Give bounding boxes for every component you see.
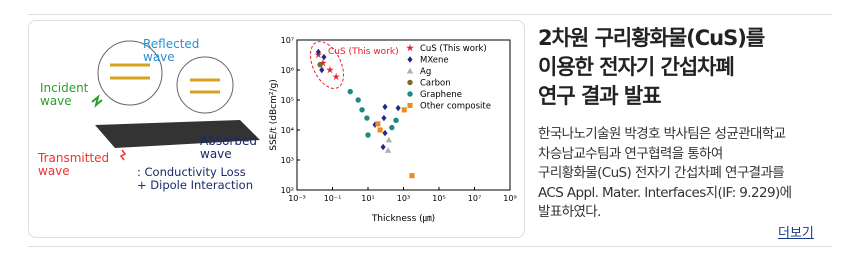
y-tick-label: 10²	[281, 186, 294, 195]
x-tick-label: 10⁻³	[288, 194, 306, 203]
data-point	[355, 97, 361, 103]
legend-label: Graphene	[420, 90, 462, 100]
data-point	[385, 136, 393, 143]
legend-marker	[407, 56, 413, 63]
data-point	[393, 117, 399, 124]
headline: 2차원 구리황화물(CuS)를	[538, 26, 765, 50]
data-point	[319, 58, 327, 67]
more-link[interactable]: 더보기	[778, 226, 814, 241]
bottom-rule	[28, 246, 832, 247]
figure-label: : Conductivity Loss	[137, 165, 246, 179]
plot-frame	[296, 39, 511, 191]
x-tick-label: 10¹	[361, 194, 374, 203]
annotation: CuS (This work)	[328, 47, 399, 57]
data-point	[395, 104, 401, 112]
legend-label: Ag	[420, 67, 431, 77]
data-point	[381, 114, 387, 122]
data-point	[409, 173, 415, 179]
legend-label: MXene	[420, 56, 449, 66]
data-point	[365, 132, 371, 138]
data-point	[319, 66, 325, 74]
legend-marker	[406, 67, 414, 74]
body-line: 한국나노기술원 박경호 박사팀은 성균관대학교	[538, 126, 786, 142]
top-rule	[28, 14, 832, 15]
data-point	[321, 53, 327, 61]
lattice	[110, 63, 220, 94]
x-tick-label: 10³	[397, 194, 410, 203]
zoom-circle	[97, 40, 163, 106]
data-point	[315, 48, 321, 56]
data-point	[347, 88, 353, 95]
data-point	[401, 107, 407, 113]
y-tick-label: 10⁷	[281, 36, 294, 45]
data-point	[389, 124, 395, 131]
headline: 연구 결과 발표	[538, 84, 662, 108]
data-point	[384, 147, 392, 153]
wave-icon	[119, 149, 127, 161]
legend-label: Carbon	[420, 79, 451, 89]
legend-label: CuS (This work)	[420, 44, 487, 54]
figure-label: + Dipole Interaction	[137, 178, 253, 192]
x-tick-label: 10⁵	[432, 194, 445, 203]
y-tick-label: 10⁴	[281, 126, 294, 135]
data-point	[382, 103, 388, 111]
body-line: 차승남교수팀과 연구협력을 통하여	[538, 145, 723, 162]
x-tick-label: 10⁹	[503, 194, 516, 203]
headline: 이용한 전자기 간섭차폐	[538, 55, 735, 79]
body-line: ACS Appl. Mater. Interfaces지(IF: 9.229)에	[538, 184, 792, 201]
body-line: 발표하였다.	[538, 204, 601, 220]
y-tick-label: 10³	[281, 156, 294, 165]
figure-label: Reflected wave	[143, 37, 199, 64]
legend-marker	[407, 91, 413, 97]
data-point	[375, 121, 381, 127]
legend-marker	[407, 79, 413, 86]
zoom-circle	[176, 56, 234, 114]
figure-label: Incident wave	[40, 81, 89, 108]
data-point	[332, 72, 341, 81]
y-tick-label: 10⁵	[281, 96, 294, 105]
film	[95, 120, 260, 148]
body-line: 구리황화물(CuS) 전자기 간섭차폐 연구결과를	[538, 165, 785, 181]
data-point	[326, 65, 334, 74]
data-point	[364, 115, 370, 121]
x-axis-label: Thickness (㎛)	[371, 214, 435, 224]
y-tick-label: 10⁶	[281, 66, 294, 75]
legend-label: Other composite	[420, 102, 491, 112]
data-point	[377, 127, 383, 133]
wave-icon	[91, 94, 103, 108]
legend-marker	[406, 43, 414, 52]
highlight-ellipse	[309, 41, 345, 89]
data-point	[359, 107, 365, 113]
x-tick-label: 10⁷	[468, 194, 481, 203]
figure-label: Transmitted wave	[37, 151, 109, 178]
y-axis-label: SSE/t (dBcm²/g)	[269, 79, 279, 151]
data-point	[380, 143, 386, 151]
figure-label: Absorbed wave	[200, 134, 257, 161]
x-tick-label: 10⁻¹	[324, 194, 342, 203]
legend-marker	[407, 102, 413, 109]
data-point	[317, 61, 323, 68]
figure-frame	[28, 20, 525, 238]
data-point	[382, 129, 388, 137]
